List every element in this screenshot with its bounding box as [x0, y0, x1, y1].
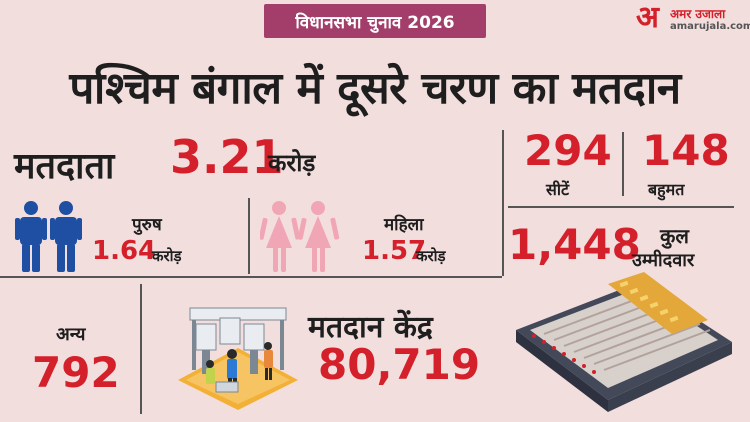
female-voters-icon: [260, 201, 340, 272]
polling-booth-label: मतदान केंद्र: [308, 310, 433, 345]
seats-value: 294: [524, 126, 612, 175]
divider-other-booth: [140, 284, 142, 414]
male-label: पुरुष: [132, 215, 162, 235]
polling-booth-illustration: [178, 307, 298, 410]
logo-name: अमर उजाला: [670, 7, 726, 21]
election-tag: विधानसभा चुनाव 2026: [264, 4, 486, 38]
male-voters-icon: [15, 201, 82, 272]
other-label: अन्य: [56, 324, 86, 345]
candidates-value: 1,448: [508, 220, 641, 269]
page-title: पश्चिम बंगाल में दूसरे चरण का मतदान: [69, 63, 681, 114]
divider-vertical-main: [502, 130, 504, 276]
divider-male-female: [248, 198, 250, 274]
divider-seats-candidates: [508, 206, 734, 208]
other-value: 792: [32, 348, 120, 397]
evm-machine-illustration: [516, 272, 732, 412]
majority-label: बहुमत: [648, 180, 685, 199]
male-unit: करोड़: [152, 247, 182, 265]
male-value: 1.64: [92, 236, 157, 266]
female-label: महिला: [384, 215, 424, 235]
amar-ujala-logo[interactable]: अ अमर उजाला amarujala.com: [636, 0, 750, 36]
divider-horizontal-lower: [0, 276, 502, 278]
polling-booth-value: 80,719: [318, 340, 481, 389]
candidates-label-total: कुल: [660, 224, 689, 248]
voters-unit: करोड़: [268, 149, 316, 177]
logo-mark: अ: [636, 0, 659, 35]
majority-value: 148: [642, 126, 730, 175]
voters-value: 3.21: [170, 130, 284, 184]
divider-seats-majority: [622, 132, 624, 196]
female-value: 1.57: [362, 236, 427, 266]
voters-label: मतदाता: [14, 146, 115, 187]
logo-url: amarujala.com: [670, 21, 750, 32]
candidates-label-candidates: उम्मीदवार: [632, 250, 695, 271]
female-unit: करोड़: [416, 247, 446, 265]
seats-label: सीटें: [546, 180, 570, 199]
